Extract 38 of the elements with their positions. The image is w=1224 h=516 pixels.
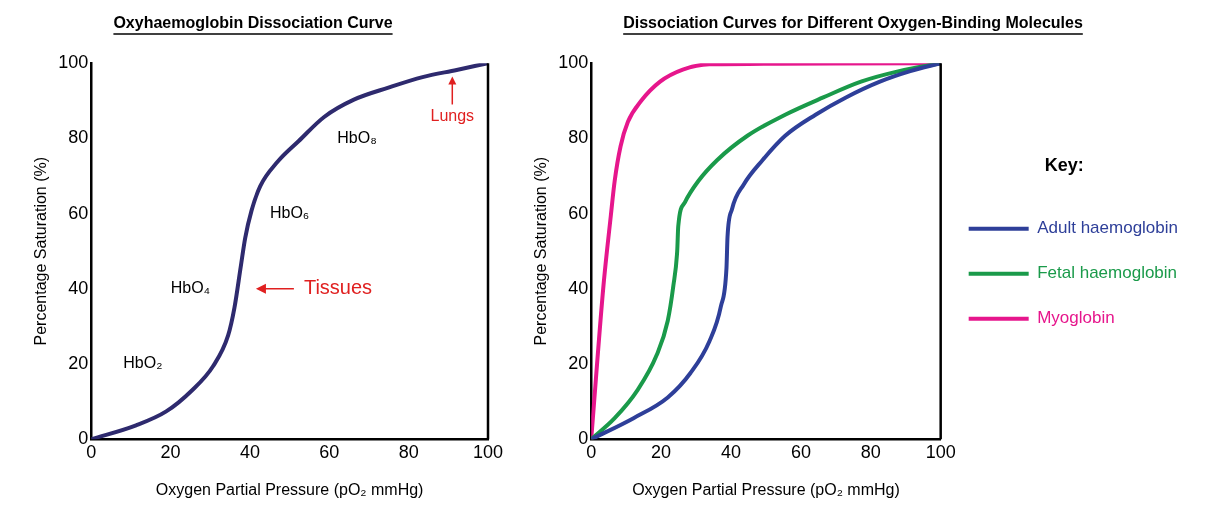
annotation: HbO₈: [337, 128, 377, 146]
chart-title: Oxyhaemoglobin Dissociation Curve: [113, 14, 393, 32]
y-tick-label: 80: [568, 127, 589, 148]
annotation: Tissues: [303, 276, 373, 299]
x-axis-title: Oxygen Partial Pressure (pO₂ mmHg): [155, 480, 424, 498]
x-tick-label: 80: [860, 441, 881, 462]
x-tick-label: 100: [472, 441, 504, 462]
x-tick-label: 20: [651, 441, 672, 462]
x-tick-label: 80: [398, 441, 419, 462]
y-tick-label: 20: [68, 352, 89, 373]
annotation: Lungs: [430, 106, 475, 124]
x-tick-label: 60: [790, 441, 811, 462]
y-axis-title: Percentage Saturation (%): [532, 156, 550, 346]
x-axis-title: Oxygen Partial Pressure (pO₂ mmHg): [632, 480, 900, 498]
legend-title: Key:: [1044, 154, 1084, 175]
y-tick-label: 100: [58, 52, 89, 73]
x-tick-label: 20: [160, 441, 181, 462]
legend-label: Adult haemoglobin: [1037, 218, 1179, 238]
y-tick-label: 100: [558, 52, 589, 73]
y-tick-label: 40: [68, 277, 89, 298]
legend-label: Myoglobin: [1037, 308, 1115, 328]
x-tick-label: 100: [925, 441, 956, 462]
y-tick-label: 60: [68, 202, 89, 223]
y-tick-label: 60: [568, 202, 589, 223]
chart-title: Dissociation Curves for Different Oxygen-Binding Molecules: [623, 14, 1083, 32]
line-series: [591, 63, 941, 440]
y-tick-label: 80: [68, 127, 89, 148]
y-axis-title: Percentage Saturation (%): [32, 156, 50, 346]
annotation: HbO₄: [170, 279, 211, 297]
x-tick-label: 40: [720, 441, 742, 462]
line-series: [91, 63, 488, 440]
annotation: HbO₆: [269, 204, 310, 222]
legend-label: Fetal haemoglobin: [1037, 263, 1178, 283]
y-tick-label: 40: [568, 277, 589, 298]
annotation: HbO₂: [123, 354, 163, 372]
x-tick-label: 40: [239, 441, 260, 462]
x-tick-label: 60: [319, 441, 340, 462]
y-tick-label: 20: [568, 352, 589, 373]
